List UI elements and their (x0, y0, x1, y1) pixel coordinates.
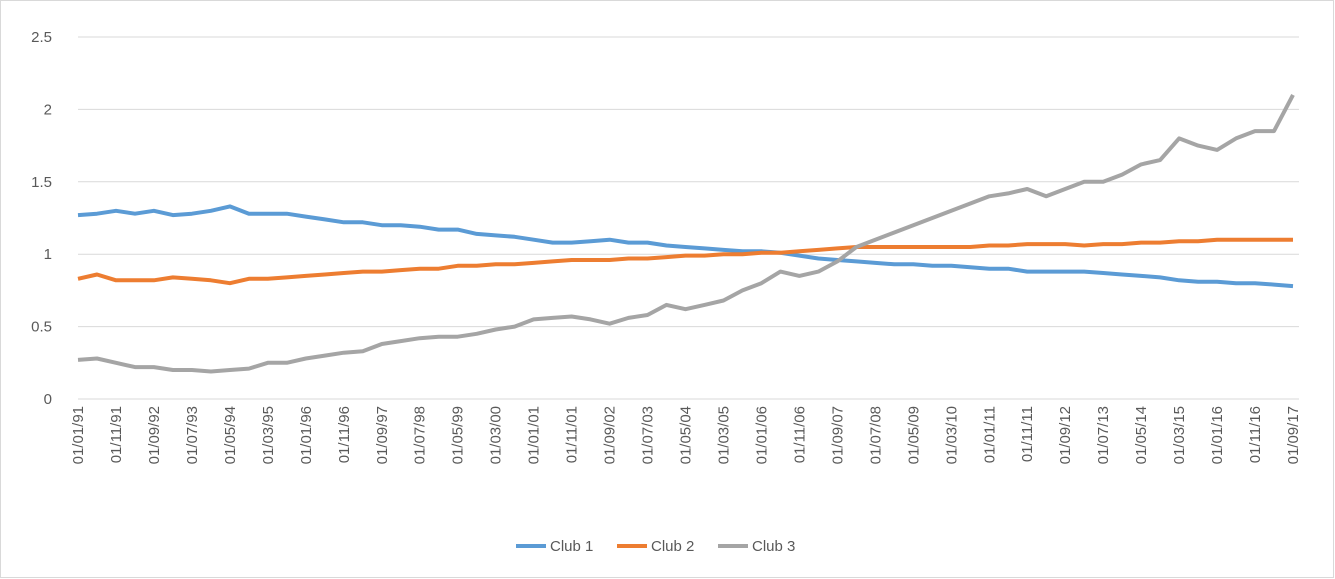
x-tick-label: 01/11/01 (564, 406, 581, 463)
x-tick-label: 01/07/13 (1095, 406, 1112, 464)
series-line (77, 204, 1294, 289)
x-tick-label: 01/03/95 (260, 406, 277, 464)
x-tick-label: 01/05/09 (905, 406, 922, 464)
x-tick-label: 01/07/08 (867, 406, 884, 464)
x-tick-label: 01/11/06 (791, 406, 808, 463)
x-tick-label: 01/11/11 (1019, 406, 1036, 462)
x-tick-label: 01/07/93 (184, 406, 201, 464)
series-line (77, 93, 1295, 374)
legend-label: Club 3 (752, 538, 795, 555)
y-tick-label: 2 (44, 101, 52, 118)
x-tick-label: 01/03/00 (488, 406, 505, 464)
x-tick-label: 01/01/16 (1209, 406, 1226, 464)
y-tick-label: 0.5 (31, 319, 52, 336)
x-tick-label: 01/01/91 (70, 406, 87, 464)
x-tick-label: 01/11/96 (336, 406, 353, 463)
y-tick-label: 1 (44, 246, 52, 263)
x-tick-label: 01/11/91 (108, 406, 125, 463)
x-tick-label: 01/01/01 (526, 406, 543, 464)
y-tick-label: 1.5 (31, 174, 52, 191)
x-tick-label: 01/09/17 (1285, 406, 1302, 464)
x-tick-label: 01/03/05 (715, 406, 732, 464)
x-tick-label: 01/09/12 (1057, 406, 1074, 464)
x-tick-label: 01/07/03 (640, 406, 657, 464)
y-tick-label: 0 (44, 391, 52, 408)
x-tick-label: 01/09/02 (602, 406, 619, 464)
x-tick-label: 01/01/96 (298, 406, 315, 464)
x-tick-label: 01/05/94 (222, 406, 239, 464)
x-tick-label: 01/09/92 (146, 406, 163, 464)
x-tick-label: 01/03/15 (1171, 406, 1188, 464)
series-line (77, 237, 1293, 286)
x-tick-label: 01/05/14 (1133, 406, 1150, 464)
x-tick-label: 01/03/10 (943, 406, 960, 464)
x-tick-label: 01/05/99 (450, 406, 467, 464)
x-tick-label: 01/09/07 (829, 406, 846, 464)
x-tick-label: 01/01/11 (981, 406, 998, 463)
x-tick-label: 01/11/16 (1247, 406, 1264, 463)
x-tick-label: 01/05/04 (678, 406, 695, 464)
legend-label: Club 1 (550, 538, 593, 555)
legend-label: Club 2 (651, 538, 694, 555)
x-tick-label: 01/09/97 (374, 406, 391, 464)
x-tick-label: 01/01/06 (753, 406, 770, 464)
y-tick-label: 2.5 (31, 29, 52, 46)
x-tick-label: 01/07/98 (412, 406, 429, 464)
